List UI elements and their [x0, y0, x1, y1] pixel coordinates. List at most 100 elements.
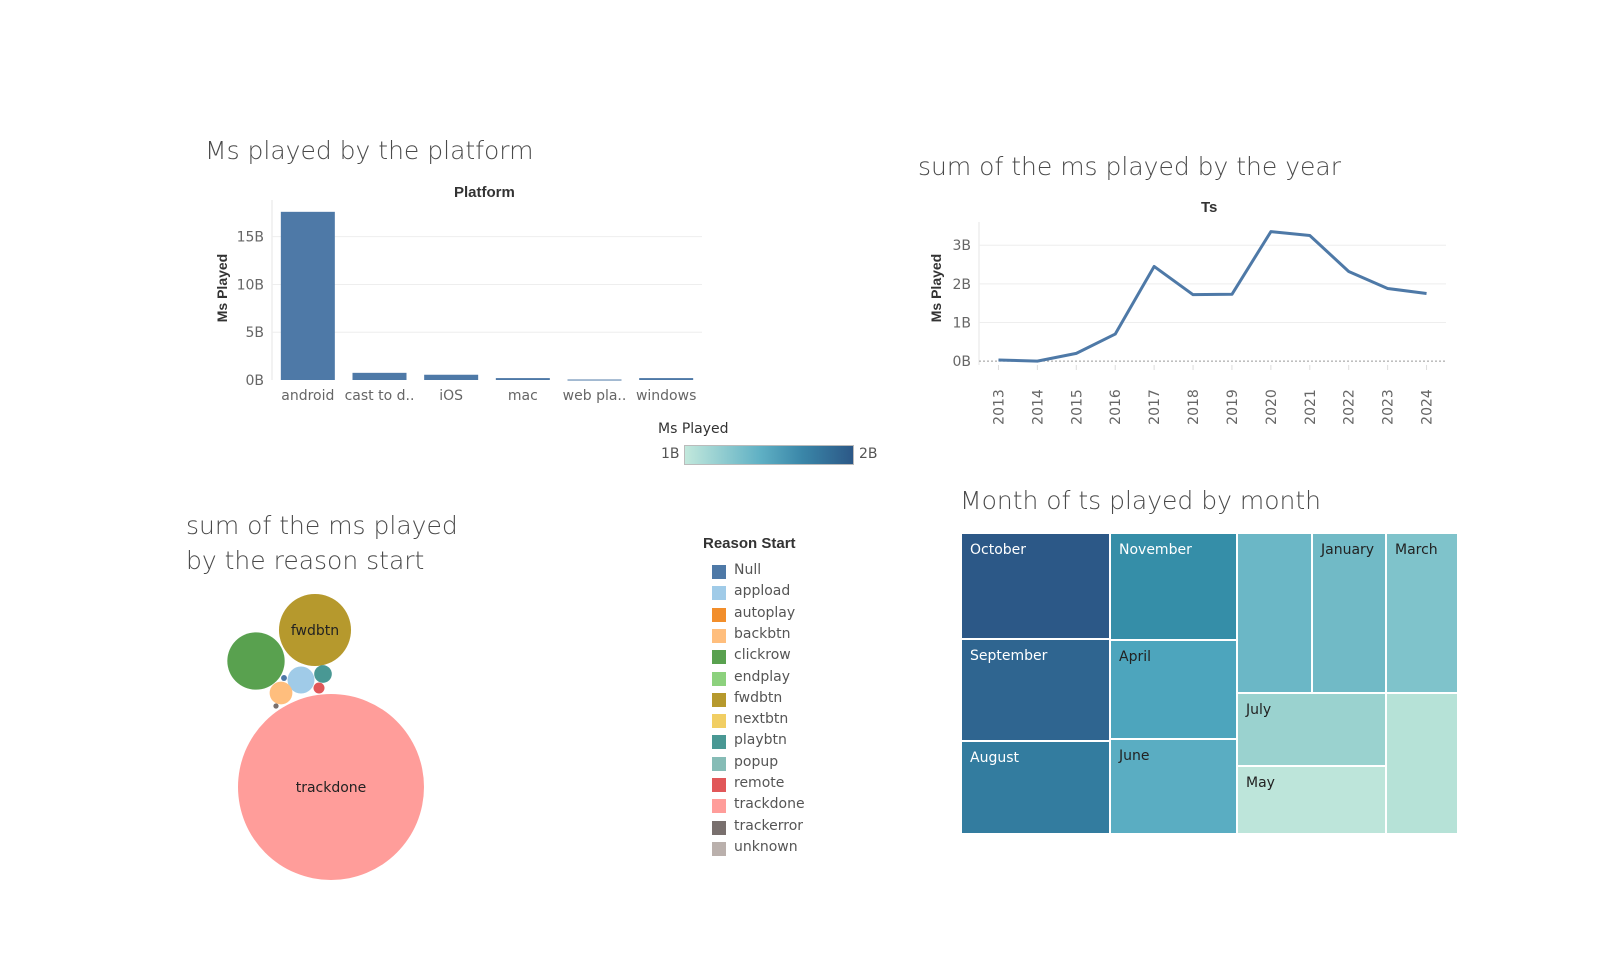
- bubble-trackdone: [238, 694, 424, 880]
- bar-0: [280, 211, 335, 380]
- bar-x-tick: android: [281, 388, 334, 404]
- treemap-cell[interactable]: January: [1312, 533, 1386, 693]
- line-y-tick: 0B: [952, 354, 971, 370]
- legend-swatch: [712, 565, 726, 579]
- line-series: [998, 230, 1427, 363]
- bar-y-tick: 0B: [245, 373, 264, 389]
- legend-label: Null: [734, 562, 762, 578]
- bubble-fwdbtn: [278, 593, 352, 667]
- treemap-title: Month of ts played by month: [960, 486, 1321, 515]
- treemap-cell-label: November: [1119, 542, 1192, 558]
- treemap-cell-label: June: [1119, 748, 1150, 764]
- legend-label: clickrow: [734, 647, 791, 664]
- line-x-tick: 2014: [1030, 389, 1046, 425]
- color-legend-gradient: [684, 445, 854, 465]
- bubble-chart-title-line1: sum of the ms played: [186, 511, 458, 540]
- line-chart-header: Ts: [1201, 199, 1218, 216]
- treemap-cell[interactable]: November: [1110, 533, 1237, 640]
- treemap-cell-label: January: [1321, 542, 1375, 558]
- line-y-tick: 2B: [952, 277, 971, 293]
- bubble-playbtn: [314, 665, 332, 683]
- bar-5: [639, 378, 694, 380]
- line-x-tick: 2018: [1186, 389, 1202, 425]
- bubble-backbtn: [269, 681, 293, 705]
- color-legend-min: 1B: [661, 446, 680, 462]
- bubble-trackerror: [273, 703, 279, 709]
- legend-swatch: [712, 607, 726, 622]
- legend-label: unknown: [734, 838, 798, 855]
- treemap-cell[interactable]: May: [1237, 766, 1386, 834]
- line-x-tick: 2017: [1147, 389, 1163, 425]
- treemap-cell-label: July: [1246, 702, 1272, 718]
- legend-label: backbtn: [734, 625, 791, 642]
- line-x-tick: 2019: [1225, 389, 1241, 425]
- legend-label: popup: [734, 753, 779, 770]
- legend-label: remote: [734, 775, 785, 791]
- bubble-appload: [287, 666, 315, 694]
- legend-label: trackdone: [734, 796, 805, 813]
- treemap-cell-label: September: [970, 648, 1048, 664]
- legend-label: autoplay: [734, 604, 796, 621]
- bar-y-tick: 5B: [245, 325, 264, 341]
- treemap-cell-label: October: [970, 542, 1027, 558]
- line-x-tick: 2023: [1381, 389, 1397, 425]
- bubble-clickrow: [227, 632, 285, 690]
- treemap-cell[interactable]: April: [1110, 640, 1237, 739]
- treemap-cell-label: April: [1119, 649, 1151, 665]
- treemap-cell[interactable]: [1237, 533, 1312, 693]
- legend-label: appload: [734, 583, 791, 600]
- treemap-cell[interactable]: September: [961, 639, 1110, 741]
- legend-swatch: [712, 820, 726, 835]
- treemap-cell[interactable]: June: [1110, 739, 1237, 834]
- legend-swatch: [712, 714, 726, 729]
- treemap-cell[interactable]: July: [1237, 693, 1386, 766]
- bar-2: [424, 374, 479, 380]
- bubble-label-fwdbtn: fwdbtn: [291, 623, 339, 639]
- legend-swatch: [712, 650, 726, 665]
- bar-x-tick: mac: [508, 388, 538, 404]
- treemap-cell[interactable]: March: [1386, 533, 1458, 693]
- line-x-tick: 2016: [1108, 389, 1124, 425]
- reason-legend-title: Reason Start: [703, 535, 796, 552]
- line-chart-title: sum of the ms played by the year: [918, 152, 1341, 181]
- treemap-cell[interactable]: [1386, 693, 1458, 834]
- legend-swatch: [712, 841, 726, 856]
- treemap-cell[interactable]: October: [961, 533, 1110, 639]
- treemap-cell-label: May: [1246, 775, 1275, 791]
- bar-1: [352, 372, 407, 380]
- bar-x-tick: iOS: [439, 388, 463, 404]
- bar-chart-title: Ms played by the platform: [205, 136, 534, 165]
- treemap-cell[interactable]: August: [961, 741, 1110, 834]
- bar-4: [567, 379, 622, 381]
- legend-swatch: [712, 778, 726, 792]
- legend-label: trackerror: [734, 817, 804, 834]
- line-y-tick: 1B: [952, 315, 971, 331]
- bar-x-tick: web pla..: [563, 388, 627, 404]
- bubble-chart-title-line2: by the reason start: [186, 546, 425, 575]
- color-legend-max: 2B: [859, 446, 878, 462]
- line-x-tick: 2024: [1420, 389, 1436, 425]
- legend-label: endplay: [734, 668, 791, 685]
- bubble-Null: [281, 675, 287, 681]
- bar-chart-header: Platform: [454, 184, 515, 201]
- line-x-tick: 2013: [991, 389, 1007, 425]
- line-x-tick: 2020: [1264, 389, 1280, 425]
- legend-swatch: [712, 586, 726, 601]
- bubble-remote: [313, 682, 325, 694]
- legend-label: playbtn: [734, 732, 787, 749]
- bar-3: [495, 378, 550, 380]
- legend-swatch: [712, 735, 726, 750]
- treemap-cell-label: March: [1395, 542, 1438, 558]
- bubble-label-trackdone: trackdone: [296, 780, 367, 796]
- legend-swatch: [712, 756, 726, 771]
- legend-label: nextbtn: [734, 711, 789, 728]
- legend-swatch: [712, 628, 726, 643]
- line-x-tick: 2022: [1342, 389, 1358, 425]
- treemap-cell-label: August: [970, 750, 1019, 766]
- bar-x-tick: cast to d..: [345, 388, 415, 404]
- legend-swatch: [712, 799, 726, 814]
- bar-y-tick: 10B: [237, 277, 264, 293]
- bar-x-tick: windows: [636, 388, 696, 404]
- legend-swatch: [712, 671, 726, 686]
